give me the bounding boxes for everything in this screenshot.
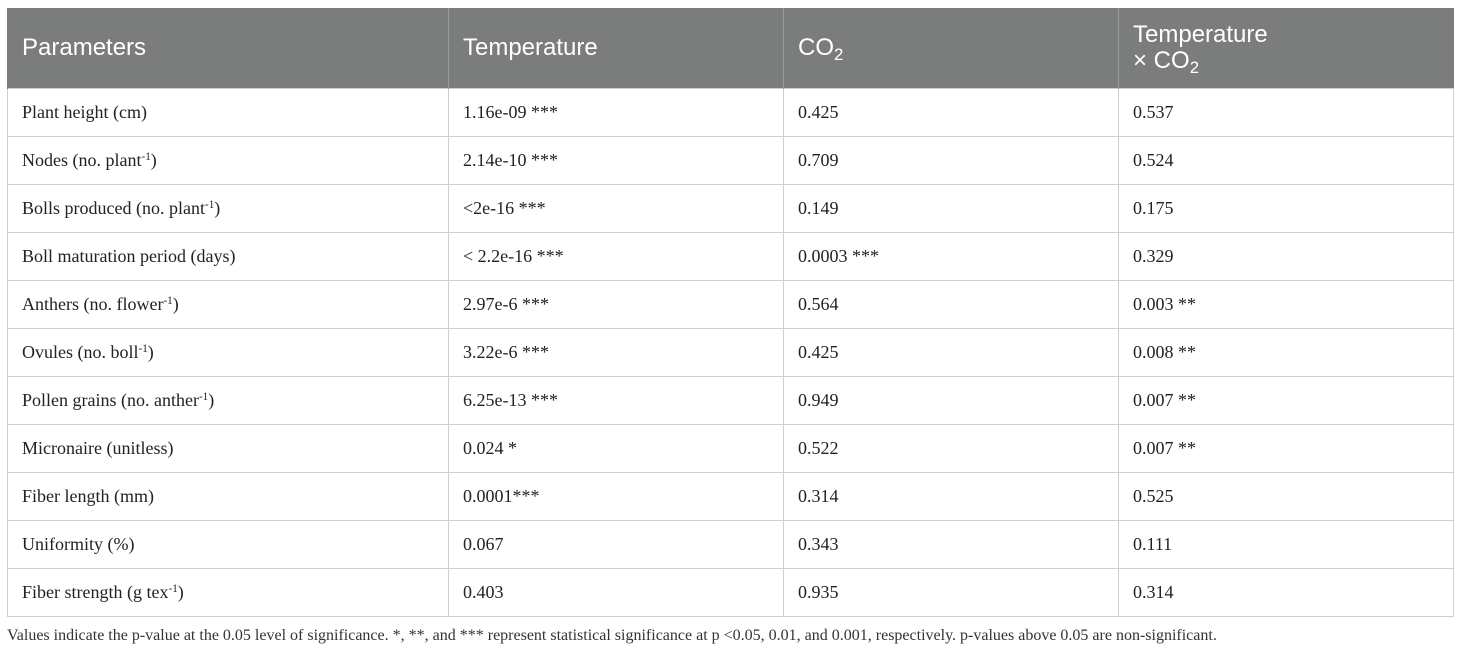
row-parameter-cell: Uniformity (%) — [7, 519, 449, 569]
row-parameter-label: Micronaire (unitless) — [22, 437, 174, 458]
row-parameter-unit-exponent: -1 — [204, 198, 215, 211]
table-row: Anthers (no. flower-1) 2.97e-6 *** 0.564 0.… — [7, 279, 1454, 329]
row-co2-pvalue: 0.709 — [783, 135, 1119, 185]
row-co2-pvalue: 0.949 — [783, 375, 1119, 425]
table-row: Micronaire (unitless) 0.024 * 0.522 0.007 *… — [7, 423, 1454, 473]
table-row: Fiber strength (g tex-1) 0.403 0.935 0.314 — [7, 567, 1454, 617]
table-header: Parameters Temperature CO2 Temperature × … — [7, 8, 1454, 88]
row-parameter-unit-exponent: -1 — [198, 390, 209, 403]
row-parameter-unit-exponent: -1 — [138, 342, 148, 355]
header-interaction-subscript: 2 — [1189, 57, 1200, 77]
row-parameter-unit-exponent: -1 — [163, 294, 173, 307]
header-interaction: Temperature × CO2 — [1118, 8, 1454, 88]
row-parameter-unit-close: ) — [172, 293, 179, 314]
row-parameter-cell: Nodes (no. plant-1) — [7, 135, 449, 185]
header-interaction-line1: Temperature — [1133, 20, 1268, 48]
row-temperature-pvalue: 0.403 — [448, 567, 784, 617]
table-row: Ovules (no. boll-1) 3.22e-6 *** 0.425 0.008… — [7, 327, 1454, 377]
table-footnote: Values indicate the p-value at the 0.05 … — [7, 627, 1217, 644]
row-parameter-label: Fiber length (mm) — [22, 485, 154, 506]
row-temperature-pvalue: < 2.2e-16 *** — [448, 231, 784, 281]
header-interaction-line2: × CO — [1133, 46, 1190, 74]
header-co2: CO2 — [783, 8, 1119, 88]
row-temperature-pvalue: 0.067 — [448, 519, 784, 569]
row-temperature-pvalue: 6.25e-13 *** — [448, 375, 784, 425]
table-row: Uniformity (%) 0.067 0.343 0.111 — [7, 519, 1454, 569]
table-row: Nodes (no. plant-1) 2.14e-10 *** 0.709 0.52… — [7, 135, 1454, 185]
header-co2-base: CO — [798, 33, 834, 61]
row-parameter-cell: Bolls produced (no. plant-1) — [7, 183, 449, 233]
row-interaction-pvalue: 0.007 ** — [1118, 375, 1454, 425]
row-parameter-label: Boll maturation period (days) — [22, 245, 236, 266]
anova-table: Parameters Temperature CO2 Temperature × … — [7, 8, 1454, 617]
header-row: Parameters Temperature CO2 Temperature × … — [7, 8, 1454, 88]
row-parameter-label: Fiber strength (g tex — [22, 581, 169, 602]
row-parameter-label: Ovules (no. boll — [22, 341, 139, 362]
row-co2-pvalue: 0.564 — [783, 279, 1119, 329]
row-temperature-pvalue: <2e-16 *** — [448, 183, 784, 233]
header-temperature: Temperature — [448, 8, 784, 88]
row-parameter-cell: Pollen grains (no. anther-1) — [7, 375, 449, 425]
row-interaction-pvalue: 0.524 — [1118, 135, 1454, 185]
row-co2-pvalue: 0.314 — [783, 471, 1119, 521]
row-parameter-label: Nodes (no. plant — [22, 149, 142, 170]
row-parameter-cell: Fiber strength (g tex-1) — [7, 567, 449, 617]
row-interaction-pvalue: 0.007 ** — [1118, 423, 1454, 473]
row-parameter-unit-close: ) — [208, 389, 215, 410]
row-temperature-pvalue: 1.16e-09 *** — [448, 87, 784, 137]
header-parameters: Parameters — [7, 8, 449, 88]
table-row: Bolls produced (no. plant-1) <2e-16 *** 0.… — [7, 183, 1454, 233]
row-interaction-pvalue: 0.008 ** — [1118, 327, 1454, 377]
row-co2-pvalue: 0.343 — [783, 519, 1119, 569]
row-temperature-pvalue: 2.14e-10 *** — [448, 135, 784, 185]
row-co2-pvalue: 0.935 — [783, 567, 1119, 617]
row-temperature-pvalue: 0.0001*** — [448, 471, 784, 521]
row-parameter-cell: Fiber length (mm) — [7, 471, 449, 521]
row-temperature-pvalue: 2.97e-6 *** — [448, 279, 784, 329]
table-body: Plant height (cm) 1.16e-09 *** 0.425 0.537 N… — [7, 87, 1454, 617]
row-co2-pvalue: 0.0003 *** — [783, 231, 1119, 281]
row-interaction-pvalue: 0.329 — [1118, 231, 1454, 281]
table-row: Pollen grains (no. anther-1) 6.25e-13 ***… — [7, 375, 1454, 425]
table-row: Fiber length (mm) 0.0001*** 0.314 0.525 — [7, 471, 1454, 521]
row-co2-pvalue: 0.149 — [783, 183, 1119, 233]
row-parameter-unit-close: ) — [147, 341, 154, 362]
row-parameter-label: Uniformity (%) — [22, 533, 135, 554]
row-parameter-label: Plant height (cm) — [22, 101, 147, 122]
row-parameter-unit-close: ) — [177, 581, 184, 602]
row-co2-pvalue: 0.522 — [783, 423, 1119, 473]
row-interaction-pvalue: 0.111 — [1118, 519, 1454, 569]
header-co2-subscript: 2 — [834, 44, 844, 64]
row-parameter-unit-exponent: -1 — [168, 582, 178, 595]
table-row: Boll maturation period (days) < 2.2e-16 *… — [7, 231, 1454, 281]
row-temperature-pvalue: 0.024 * — [448, 423, 784, 473]
row-parameter-cell: Boll maturation period (days) — [7, 231, 449, 281]
row-co2-pvalue: 0.425 — [783, 327, 1119, 377]
row-parameter-cell: Ovules (no. boll-1) — [7, 327, 449, 377]
row-interaction-pvalue: 0.314 — [1118, 567, 1454, 617]
row-parameter-unit-exponent: -1 — [141, 150, 151, 163]
row-co2-pvalue: 0.425 — [783, 87, 1119, 137]
row-parameter-cell: Anthers (no. flower-1) — [7, 279, 449, 329]
row-parameter-label: Anthers (no. flower — [22, 293, 164, 314]
row-parameter-label: Bolls produced (no. plant — [22, 197, 205, 218]
row-parameter-cell: Micronaire (unitless) — [7, 423, 449, 473]
anova-table-container: Parameters Temperature CO2 Temperature × … — [7, 8, 1454, 617]
row-parameter-unit-close: ) — [214, 197, 221, 218]
row-interaction-pvalue: 0.525 — [1118, 471, 1454, 521]
row-parameter-cell: Plant height (cm) — [7, 87, 449, 137]
row-interaction-pvalue: 0.003 ** — [1118, 279, 1454, 329]
table-row: Plant height (cm) 1.16e-09 *** 0.425 0.537 — [7, 87, 1454, 137]
row-temperature-pvalue: 3.22e-6 *** — [448, 327, 784, 377]
row-parameter-label: Pollen grains (no. anther — [22, 389, 199, 410]
row-interaction-pvalue: 0.175 — [1118, 183, 1454, 233]
row-parameter-unit-close: ) — [150, 149, 157, 170]
row-interaction-pvalue: 0.537 — [1118, 87, 1454, 137]
